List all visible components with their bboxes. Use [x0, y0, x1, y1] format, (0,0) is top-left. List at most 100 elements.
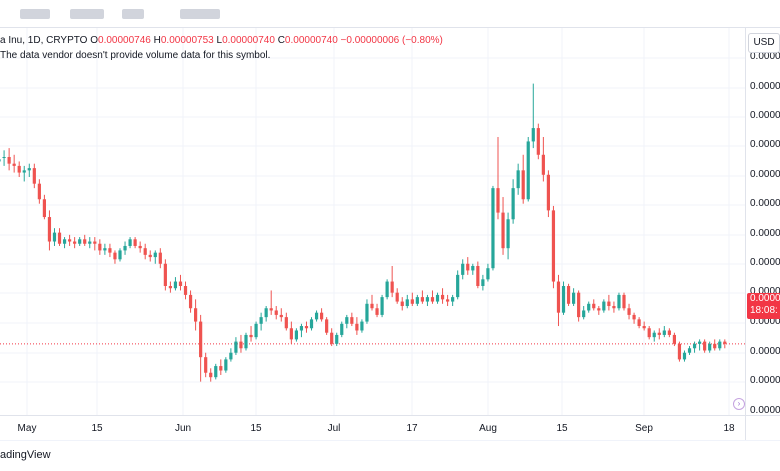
candle: [259, 312, 263, 331]
candle-body: [214, 366, 218, 378]
candle: [12, 154, 16, 173]
candle: [199, 314, 203, 382]
price-tick: 0.0000: [750, 375, 780, 386]
candle-body: [309, 319, 314, 329]
candle-body: [62, 239, 67, 244]
candle-body: [572, 292, 576, 304]
time-label: 18: [723, 423, 735, 434]
symbol-legend: a Inu, 1D, CRYPTO O0.00000746 H0.0000075…: [0, 35, 443, 46]
footer: adingView: [0, 440, 780, 471]
brand-label[interactable]: adingView: [0, 449, 51, 461]
candle-body: [133, 239, 137, 246]
time-axis[interactable]: May 15 Jun 15 Jul 17 Aug 15 Sep 18: [0, 415, 745, 441]
candle-body: [657, 332, 661, 335]
candle-body: [440, 294, 445, 300]
vendor-note: The data vendor doesn't provide volume d…: [0, 50, 271, 61]
candle-body: [113, 252, 117, 260]
candle: [471, 263, 475, 275]
price-tick: 0.0000: [750, 316, 780, 327]
candle-body: [375, 308, 379, 315]
candle-body: [219, 366, 223, 371]
candle-body: [385, 281, 389, 298]
toolbar-item[interactable]: [180, 9, 220, 19]
candle: [446, 294, 450, 307]
candle: [133, 237, 137, 249]
candle: [410, 292, 414, 307]
price-tick: 0.0000: [750, 51, 780, 62]
candle: [536, 123, 540, 160]
candle: [647, 326, 651, 340]
candle-body: [612, 306, 616, 309]
candle-body: [456, 274, 460, 298]
price-tick: 0.0000: [750, 228, 780, 239]
candle-body: [304, 326, 309, 329]
chart-pane[interactable]: [0, 28, 745, 415]
symbol-name[interactable]: a Inu, 1D, CRYPTO: [0, 35, 88, 46]
candle: [516, 163, 520, 195]
toolbar-item[interactable]: [70, 9, 104, 19]
candle-body: [430, 297, 435, 302]
candle-body: [718, 341, 722, 349]
candle-body: [597, 308, 601, 311]
candle-body: [27, 168, 31, 171]
top-toolbar: [0, 0, 780, 28]
candle-body: [531, 128, 535, 142]
candle: [68, 234, 72, 246]
candle-body: [446, 299, 450, 302]
candle-body: [556, 281, 561, 313]
candle-body: [682, 352, 687, 360]
currency-button[interactable]: USD: [748, 33, 780, 53]
candle-body: [22, 170, 26, 173]
high-value: 0.00000753: [160, 35, 214, 46]
change-value: −0.00000006 (−0.80%): [340, 35, 443, 46]
candle: [541, 136, 545, 182]
candle: [692, 341, 697, 353]
candle-body: [687, 348, 692, 353]
candle-body: [476, 265, 480, 286]
candle-body: [713, 343, 717, 349]
toolbar-item[interactable]: [122, 9, 144, 19]
candle-body: [98, 243, 102, 251]
candle-body: [486, 268, 490, 280]
candle: [163, 259, 167, 291]
price-tick: 0.0000: [750, 405, 780, 415]
candle: [47, 210, 52, 251]
price-tick: 0.0000: [750, 169, 780, 180]
candle: [435, 292, 440, 304]
candle-body: [279, 314, 283, 318]
candle-body: [173, 281, 178, 289]
candle: [93, 237, 97, 251]
candle: [390, 265, 394, 298]
candle-body: [199, 321, 203, 358]
candle: [456, 270, 460, 300]
candle-body: [692, 343, 697, 349]
candle: [7, 148, 11, 171]
candle: [22, 165, 26, 182]
candle: [597, 306, 601, 315]
go-to-date-icon[interactable]: ›: [733, 398, 745, 410]
candle-body: [83, 239, 87, 244]
candle-body: [103, 248, 107, 251]
candle-body: [370, 303, 374, 309]
scale-settings-corner[interactable]: [745, 415, 780, 441]
candle-body: [582, 310, 586, 318]
time-label: Jul: [327, 423, 341, 434]
toolbar-item[interactable]: [20, 9, 50, 19]
high-label: H: [153, 35, 161, 46]
candle: [662, 326, 666, 338]
candle-body: [345, 317, 349, 324]
candle-body: [118, 250, 122, 260]
low-label: L: [216, 35, 223, 46]
candle-body: [622, 294, 626, 309]
candle: [27, 163, 31, 178]
candle: [42, 194, 46, 220]
candle: [113, 250, 117, 264]
candle: [158, 248, 162, 269]
candle-body: [57, 232, 62, 244]
candle-body: [400, 301, 404, 307]
price-scale[interactable]: 0.0000 0.0000 0.0000 0.0000 0.0000 0.000…: [745, 28, 780, 415]
candle-body: [652, 332, 656, 338]
candle-body: [350, 317, 354, 324]
candle-body: [647, 328, 651, 338]
candle-body: [698, 341, 702, 344]
